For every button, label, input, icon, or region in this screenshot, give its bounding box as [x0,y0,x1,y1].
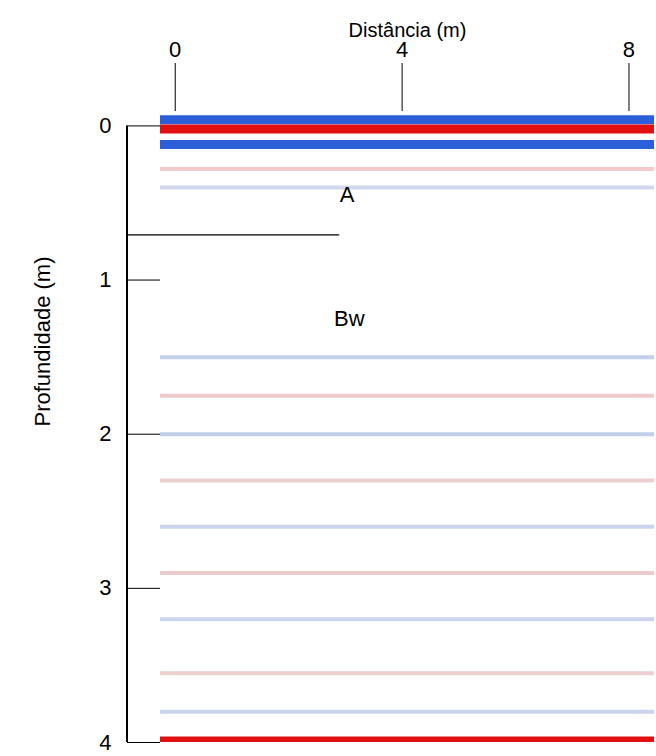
svg-text:0: 0 [99,113,111,138]
svg-text:8: 8 [623,37,635,62]
svg-text:Profundidade (m): Profundidade (m) [30,257,55,427]
svg-text:Distância (m): Distância (m) [349,19,467,41]
svg-text:4: 4 [396,36,409,62]
svg-text:Bw: Bw [334,306,365,331]
svg-text:4: 4 [99,730,111,755]
svg-text:A: A [340,182,355,207]
svg-text:0: 0 [169,37,181,62]
svg-text:2: 2 [99,421,111,446]
svg-text:1: 1 [99,267,111,292]
svg-text:3: 3 [99,575,111,600]
